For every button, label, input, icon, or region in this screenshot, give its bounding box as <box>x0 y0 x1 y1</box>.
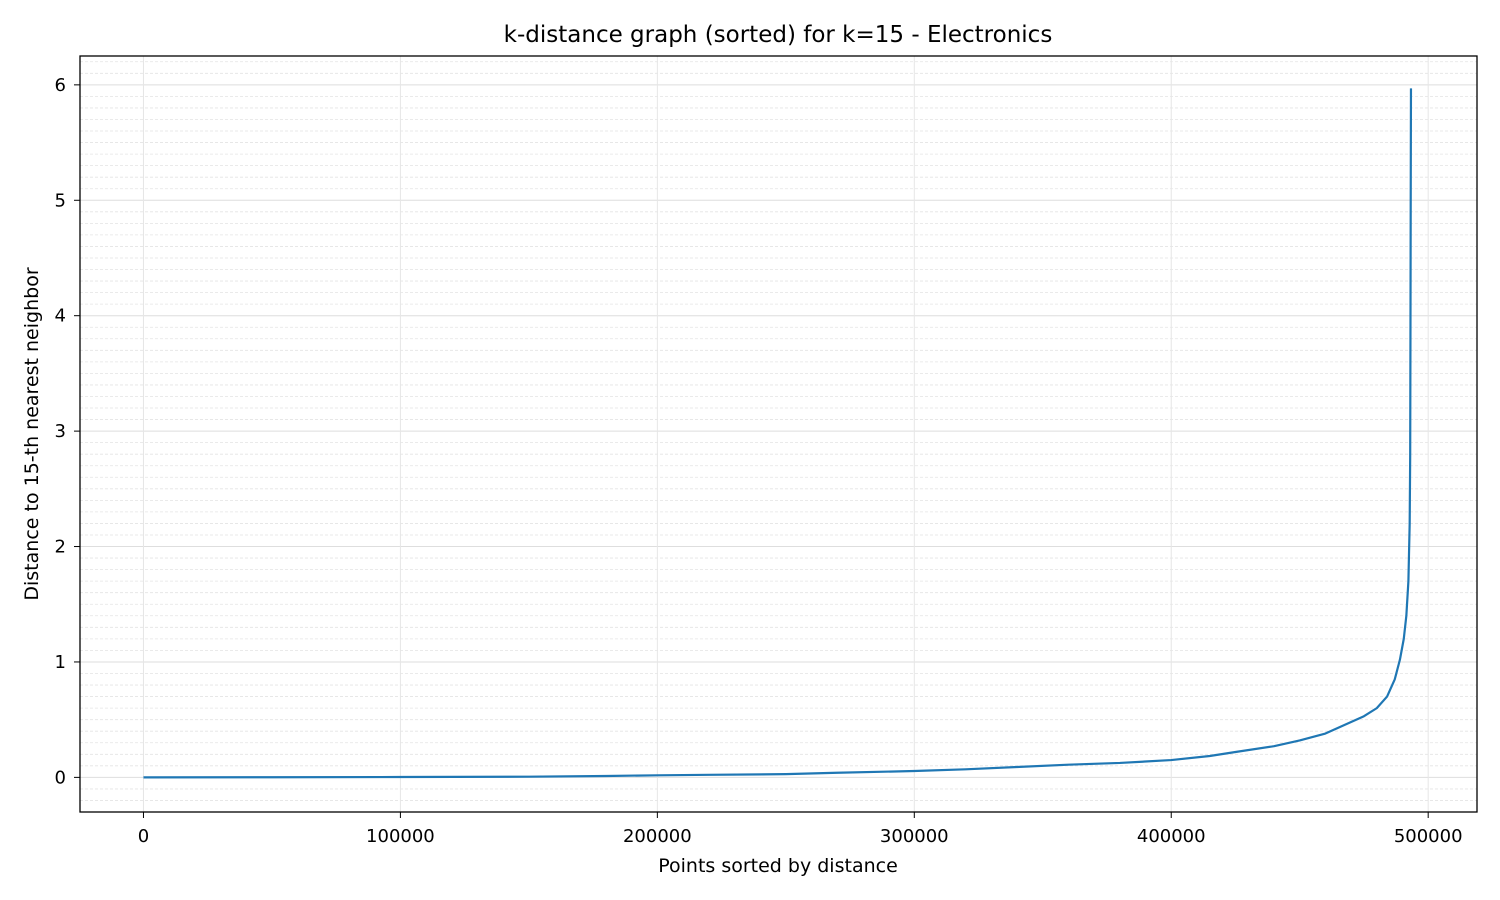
y-tick-label: 0 <box>55 767 66 788</box>
x-axis-label: Points sorted by distance <box>658 855 898 877</box>
chart-title: k-distance graph (sorted) for k=15 - Ele… <box>504 22 1053 48</box>
minor-grid <box>80 61 1477 801</box>
x-tick-label: 300000 <box>880 826 949 847</box>
series-line <box>143 88 1413 779</box>
x-tick-label: 500000 <box>1394 826 1463 847</box>
y-axis-ticks: 0 1 2 3 4 5 6 <box>55 75 80 788</box>
plot-frame <box>79 55 1478 813</box>
y-tick-label: 4 <box>55 306 66 327</box>
x-tick-label: 200000 <box>623 826 692 847</box>
y-tick-label: 3 <box>55 421 66 442</box>
major-grid <box>80 56 1477 812</box>
y-tick-label: 2 <box>55 537 66 558</box>
y-tick-label: 1 <box>55 652 66 673</box>
y-axis-label: Distance to 15-th nearest neighbor <box>21 267 43 600</box>
x-tick-label: 400000 <box>1137 826 1206 847</box>
y-tick-label: 6 <box>55 75 66 96</box>
x-axis-ticks: 0 100000 200000 300000 400000 500000 <box>138 812 1463 847</box>
x-tick-label: 100000 <box>366 826 435 847</box>
x-tick-label: 0 <box>138 826 149 847</box>
y-tick-label: 5 <box>55 190 66 211</box>
